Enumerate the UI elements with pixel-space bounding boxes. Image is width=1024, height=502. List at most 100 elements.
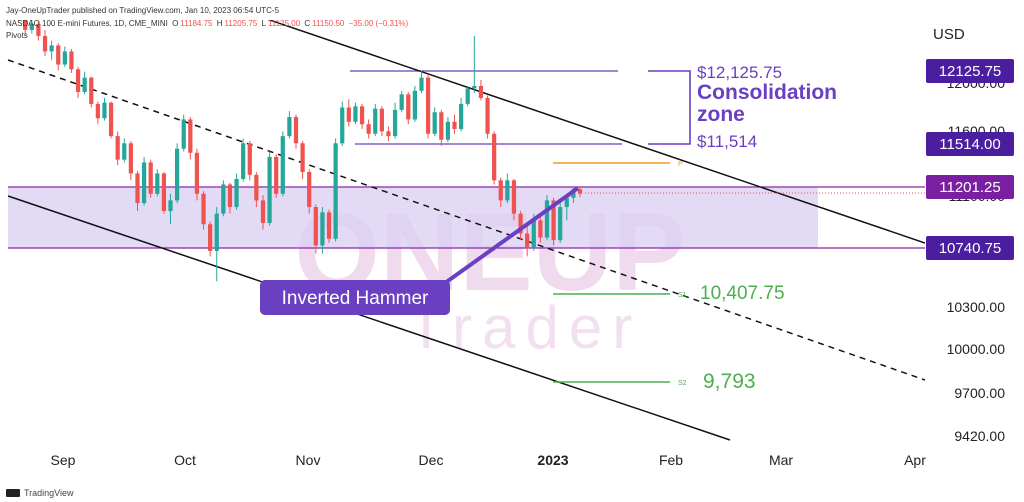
candle-body	[241, 143, 246, 179]
tradingview-footer: TradingView	[6, 488, 74, 498]
candle-body	[221, 184, 226, 214]
close-label: C	[304, 19, 311, 28]
candles-group	[18, 20, 583, 282]
candle-body	[485, 97, 490, 134]
indicator-name: Pivots	[6, 31, 28, 40]
inverted-hammer-label: Inverted Hammer	[282, 288, 429, 309]
consolidation-title-line2: zone	[697, 103, 745, 126]
candle-body	[505, 180, 510, 201]
low-label: L	[261, 19, 266, 28]
candle-body	[254, 174, 259, 201]
candle-body	[558, 207, 563, 241]
candle-body	[531, 220, 536, 249]
tradingview-logo-icon	[6, 489, 20, 497]
candle-body	[313, 207, 318, 246]
price-badge	[926, 236, 1014, 260]
middle-dashed-trendline	[7, 59, 925, 381]
candle-body	[122, 143, 127, 160]
candle-body	[564, 197, 569, 208]
pivot-p-tag: P	[678, 161, 683, 168]
candle-body	[23, 20, 28, 30]
price-badge-label: 12125.75	[939, 63, 1002, 80]
price-badge-label: 11514.00	[939, 136, 1000, 153]
candle-body	[386, 131, 391, 137]
candle-body	[168, 200, 173, 212]
price-badges: 12125.75 11514.00 11201.25 10740.75	[926, 59, 1014, 260]
low-value: 11125.00	[267, 19, 301, 28]
candle-body	[102, 102, 107, 119]
candle-body	[340, 107, 345, 144]
candle-body	[148, 162, 153, 194]
consolidation-top-price: $12,125.75	[697, 63, 782, 82]
candle-body	[373, 108, 378, 134]
price-badge	[926, 59, 1014, 83]
candle-body	[320, 212, 325, 246]
y-tick-label: 10300.00	[947, 299, 1006, 315]
upper-trendline	[267, 20, 925, 244]
candle-body	[333, 143, 338, 239]
x-tick-label: Oct	[174, 452, 196, 468]
x-tick-label: Sep	[51, 452, 76, 468]
inverted-hammer-pointer	[443, 186, 580, 285]
change-value: −35.00 (−0.31%)	[348, 19, 409, 28]
tradingview-brand: TradingView	[24, 488, 74, 498]
candle-body	[326, 212, 332, 239]
symbol-name: NASDAQ 100 E-mini Futures, 1D, CME_MINI	[6, 19, 168, 28]
candle-body	[459, 103, 464, 129]
candle-body	[234, 178, 239, 208]
candle-body	[346, 107, 351, 122]
y-tick-label: 9420.00	[954, 428, 1005, 444]
candle-body	[75, 69, 81, 92]
candle-body	[36, 23, 41, 36]
candle-body	[452, 121, 457, 129]
candle-body	[260, 200, 266, 223]
candle-body	[544, 200, 550, 238]
candle-body	[49, 45, 54, 52]
candle-body	[227, 184, 233, 208]
candle-body	[155, 173, 160, 194]
candle-body	[498, 180, 503, 201]
consolidation-bracket	[648, 70, 691, 145]
candle-body	[392, 109, 398, 137]
symbol-line: NASDAQ 100 E-mini Futures, 1D, CME_MINI …	[6, 19, 410, 28]
candle-body	[214, 213, 219, 251]
consolidation-bottom-price: $11,514	[697, 132, 757, 151]
price-badge	[926, 132, 1014, 156]
candle-body	[551, 200, 556, 241]
open-value: 11184.75	[180, 19, 213, 28]
candle-body	[472, 86, 477, 89]
price-badge-label: 10740.75	[939, 240, 1002, 257]
candle-body	[538, 220, 543, 238]
candle-body	[181, 119, 186, 149]
candle-body	[188, 119, 193, 153]
candle-body	[108, 102, 114, 137]
candle-body	[267, 156, 272, 223]
candle-body	[128, 143, 133, 174]
candle-body	[478, 86, 484, 98]
candle-body	[432, 112, 437, 134]
inverted-hammer-box	[260, 280, 450, 315]
candle-body	[379, 108, 384, 132]
candle-body	[280, 136, 285, 194]
x-tick-label: Dec	[419, 452, 444, 468]
y-tick-label: 10000.00	[947, 341, 1006, 357]
lower-trendline	[7, 195, 731, 441]
x-tick-label: Nov	[296, 452, 321, 468]
candle-body	[69, 51, 74, 70]
candle-body	[274, 156, 279, 194]
candle-body	[287, 117, 292, 137]
candle-body	[300, 143, 305, 173]
candle-body	[359, 106, 365, 125]
candle-body	[465, 88, 470, 104]
candle-body	[293, 117, 299, 144]
candle-body	[175, 148, 180, 201]
candle-body	[399, 94, 404, 110]
consolidation-title-line1: Consolidation	[697, 81, 837, 104]
candle-body	[511, 180, 517, 214]
high-value: 11205.75	[224, 19, 258, 28]
candle-body	[525, 233, 530, 249]
candle-body	[135, 173, 140, 204]
x-tick-label: Feb	[659, 452, 683, 468]
candle-body	[141, 162, 147, 204]
